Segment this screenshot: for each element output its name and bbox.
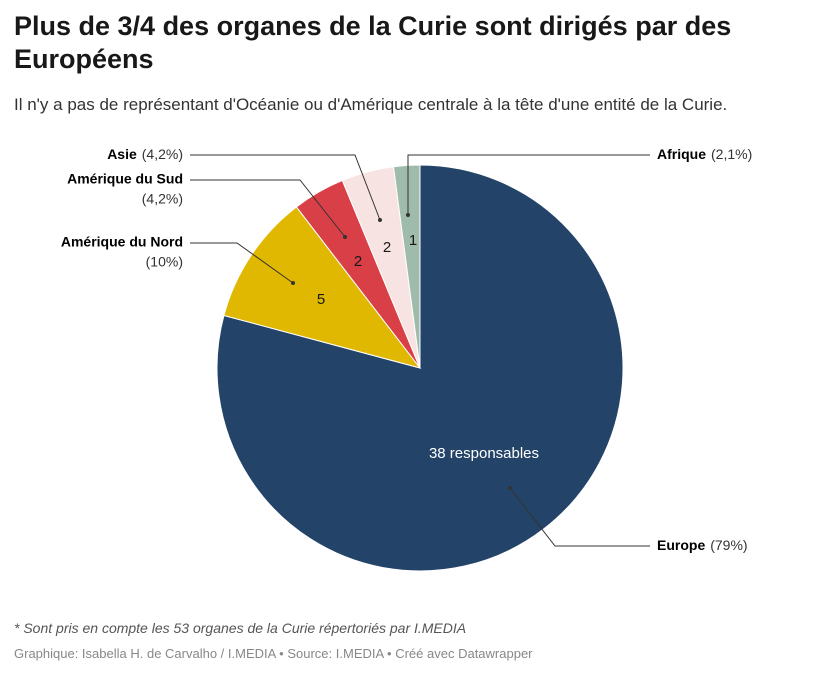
- slice-value-label: 5: [317, 291, 325, 308]
- category-share-label: Asie (4,2%): [107, 146, 183, 162]
- chart-title: Plus de 3/4 des organes de la Curie sont…: [14, 11, 732, 74]
- leader-dot: [291, 281, 295, 285]
- leader-dot: [343, 235, 347, 239]
- share-label: (79%): [710, 537, 747, 553]
- share-label: (4,2%): [142, 146, 183, 162]
- category-label: Amérique du Nord: [61, 234, 183, 250]
- slice-value-label: 38 responsables: [429, 445, 539, 462]
- leader-line: [190, 242, 294, 284]
- leader-line: [509, 487, 650, 547]
- chart-source: Graphique: Isabella H. de Carvalho / I.M…: [14, 646, 533, 661]
- slice-value-label: 2: [383, 239, 391, 256]
- category-share-label: Europe (79%): [657, 537, 748, 553]
- pie-slice: [392, 164, 421, 369]
- leader-dot: [508, 486, 512, 490]
- chart-subtitle: Il n'y a pas de représentant d'Océanie o…: [14, 95, 728, 114]
- leader-line: [407, 154, 650, 215]
- chart-note: * Sont pris en compte les 53 organes de …: [14, 620, 467, 636]
- share-label: (2,1%): [711, 146, 752, 162]
- category-label: Europe: [657, 537, 705, 553]
- category-label: Amérique du Sud: [67, 171, 183, 187]
- slice-value-label: 2: [354, 253, 362, 270]
- category-label: Afrique: [657, 146, 706, 162]
- category-share-label: Afrique (2,1%): [657, 146, 752, 162]
- pie-slice: [223, 206, 422, 369]
- leader-line: [190, 179, 346, 238]
- share-label: (4,2%): [142, 191, 183, 207]
- slice-value-label: 1: [409, 232, 417, 249]
- leader-line: [190, 154, 381, 221]
- category-label: Asie: [107, 146, 137, 162]
- share-label: (10%): [146, 254, 183, 270]
- leader-dot: [406, 213, 410, 217]
- leader-dot: [378, 218, 382, 222]
